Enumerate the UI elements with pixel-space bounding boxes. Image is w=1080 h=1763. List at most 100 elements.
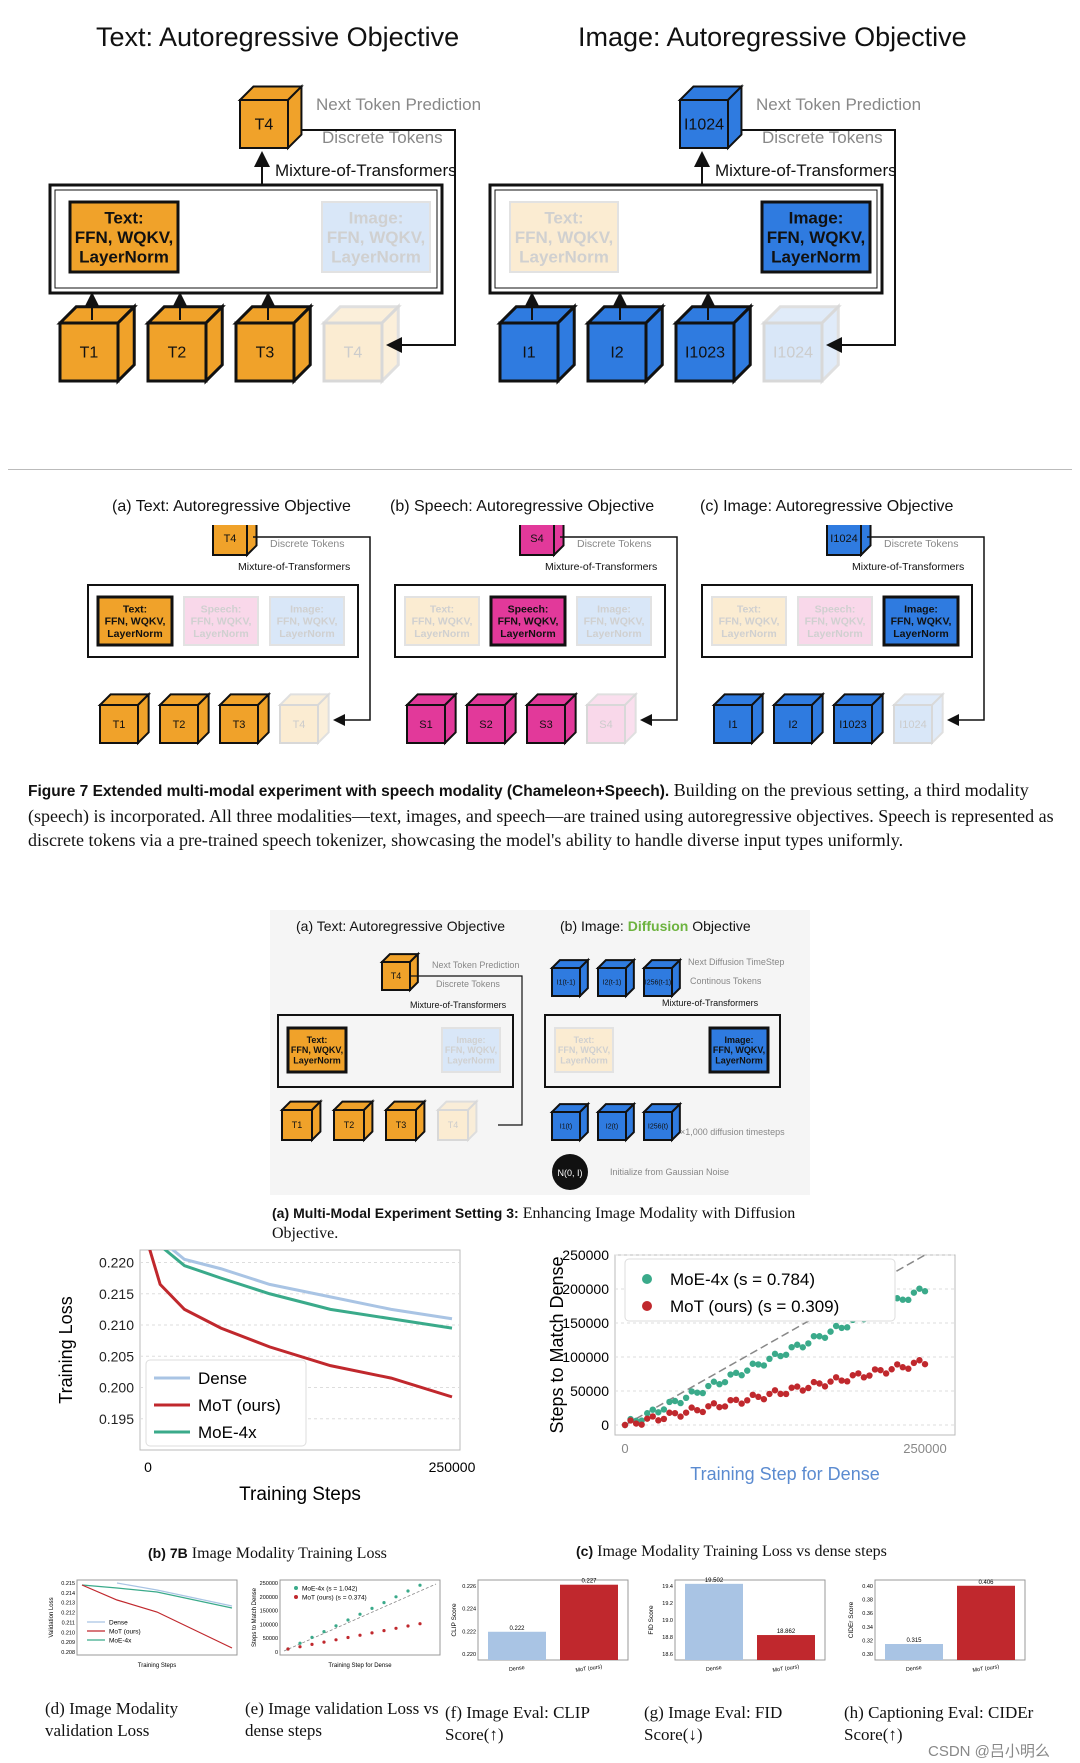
scatter-point [358,1633,362,1637]
scatter-point [771,1387,779,1394]
svg-text:I2(t-1): I2(t-1) [603,979,622,986]
image-ffn-block: Image:FFN, WQKV,LayerNorm [760,200,872,274]
scatter-point [738,1400,745,1407]
image-ffn-block: Image:FFN, WQKV,LayerNorm [321,201,431,273]
scatter-point [760,1362,768,1369]
ytick-label: 0.40 [862,1584,873,1590]
bar [885,1644,943,1660]
input-token-cube: I1024 [760,303,842,385]
scatter-point [805,1340,812,1347]
svg-text:FFN, WQKV,: FFN, WQKV, [891,616,952,628]
scatter-point [866,1372,873,1379]
fig8-sub-b-suffix: Objective [688,918,751,934]
scatter-point [394,1626,398,1630]
ytick-label: 0.210 [61,1630,75,1636]
bar [685,1583,743,1660]
xtick-label: MoT (ours) [575,1664,603,1674]
scatter-point [710,1400,718,1407]
top-text-title: Text: Autoregressive Objective [96,22,460,52]
ytick-label: 0.220 [462,1652,476,1658]
input-token-cube: I1 [496,303,578,385]
ytick-label: 50000 [263,1636,278,1642]
scatter-point [677,1399,684,1407]
cap-d: (d) Image Modality validation Loss [45,1699,179,1740]
svg-text:Text:: Text: [430,604,454,616]
scatter-point [721,1403,729,1410]
output-token-cube: I1024 [826,525,872,558]
scatter-point [649,1413,656,1420]
svg-text:I1023: I1023 [685,345,725,362]
svg-text:T4: T4 [448,1120,459,1130]
scatter-point [666,1398,673,1406]
bar [957,1585,1015,1660]
svg-text:T4: T4 [255,117,274,134]
scatter-point [705,1403,712,1410]
scatter-point [655,1409,662,1416]
svg-text:FFN, WQKV,: FFN, WQKV, [445,1045,497,1055]
scatter-point [899,1296,906,1303]
input-token-cube: T3 [217,691,272,746]
svg-text:LayerNorm: LayerNorm [560,1056,608,1066]
scatter-point [666,1409,673,1416]
image-block: Image:FFN, WQKV,LayerNorm [441,1027,501,1073]
svg-text:I256(t-1): I256(t-1) [645,979,671,986]
y-axis-label: Steps to Match Dense [252,1587,258,1647]
scatter-point [310,1642,314,1646]
output-token-cube: I1024 [677,84,744,151]
input-token-cube: T3 [232,303,314,385]
svg-text:Mixture-of-Transformers: Mixture-of-Transformers [410,1000,507,1010]
y-axis-label: CIDEr Score [848,1601,855,1638]
series-line [170,1250,453,1321]
cap-e: (e) Image validation Loss vs dense steps [245,1699,439,1740]
y-axis-label: Training Loss [56,1296,76,1403]
svg-text:Discrete Tokens: Discrete Tokens [322,128,443,147]
svg-text:FFN, WQKV,: FFN, WQKV, [713,1045,765,1055]
fig8-caption-a-text: Enhancing Image Modality with Diffusion … [272,1205,796,1242]
svg-text:Text:: Text: [544,208,583,227]
svg-text:I1024: I1024 [773,345,813,362]
fig8-caption-a: (a) Multi-Modal Experiment Setting 3: En… [272,1203,832,1244]
noise-circle [552,1154,588,1190]
scatter-point [644,1410,651,1417]
input-token-cube: T1 [279,1099,323,1143]
input-token-cube: T2 [331,1099,375,1143]
scatter-point [298,1641,302,1645]
scatter-point [334,1638,338,1642]
scatter-point [810,1378,818,1386]
watermark: CSDN @吕小明么 [928,1743,1050,1760]
output-token-cube: T4 [212,525,258,558]
input-token-cube: T3 [383,1099,427,1143]
svg-text:I1024: I1024 [830,533,858,545]
scatter-point [816,1380,823,1387]
series-line [81,1584,233,1649]
xtick-label: 250000 [903,1441,946,1456]
scatter-point [916,1357,923,1364]
legend-entry: MoE-4x [198,1423,257,1442]
scatter-point [755,1361,762,1368]
scatter-point [649,1406,656,1413]
svg-text:I1024: I1024 [899,719,927,731]
scatter-point [782,1390,790,1398]
svg-text:LayerNorm: LayerNorm [447,1056,495,1066]
ytick-label: 250000 [260,1581,278,1587]
svg-text:I1(t): I1(t) [560,1123,572,1130]
bar-label: 0.227 [581,1579,597,1585]
mot-frame [48,183,444,295]
svg-text:Mixture-of-Transformers: Mixture-of-Transformers [852,561,964,573]
cap-c-label: (c) [576,1543,594,1559]
ytick-label: 100000 [260,1622,278,1628]
xtick-label: 0 [144,1459,152,1475]
legend-entry: MoT (ours) (s = 0.309) [670,1297,839,1316]
svg-text:Next Token Prediction: Next Token Prediction [880,525,982,528]
diffusion-input-cube: I256(t) [641,1101,683,1143]
fig7-sub-c: (c) Image: Autoregressive Objective [700,498,954,515]
scatter-point [627,1417,634,1424]
svg-text:I2(t): I2(t) [606,1123,618,1130]
scatter-point [732,1369,740,1377]
scatter-point [910,1289,918,1296]
xtick-label: MoT (ours) [772,1664,800,1674]
scatter-point [621,1421,629,1429]
legend-entry: Dense [109,1620,128,1627]
svg-text:T2: T2 [173,719,186,731]
